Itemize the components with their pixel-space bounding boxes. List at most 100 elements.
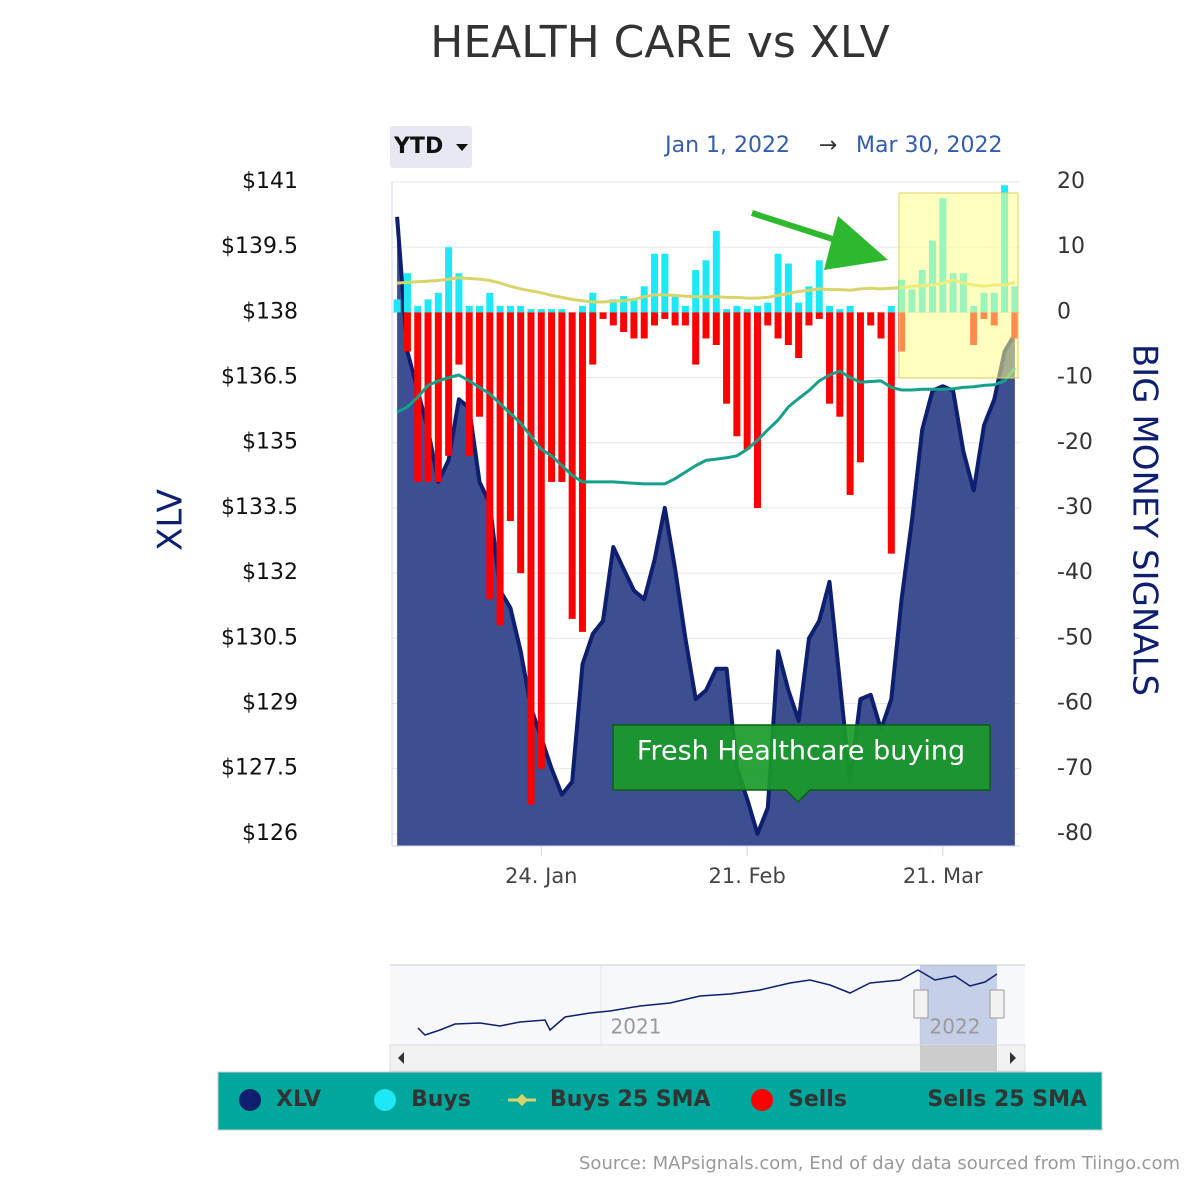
bar <box>537 312 545 769</box>
bar <box>815 260 823 313</box>
bar <box>393 299 401 313</box>
bar <box>537 309 545 313</box>
bar <box>599 312 607 319</box>
bar <box>486 312 494 600</box>
bar <box>651 312 659 326</box>
scrollbar-thumb[interactable] <box>920 1045 997 1071</box>
highlight-box <box>898 192 1019 379</box>
navigator-line <box>417 969 998 1036</box>
bar <box>548 309 556 313</box>
legend-label[interactable]: Buys 25 SMA <box>550 1087 711 1112</box>
bar <box>887 305 895 313</box>
bar <box>517 312 525 574</box>
range-to[interactable]: Mar 30, 2022 <box>856 133 1002 158</box>
y2-tick-label: -80 <box>1057 821 1093 846</box>
y2-tick-label: -40 <box>1057 560 1093 585</box>
bar <box>671 312 679 326</box>
bar <box>784 263 792 313</box>
bar <box>723 309 731 313</box>
y-tick-label: $141 <box>242 169 298 194</box>
y2-tick-label: -30 <box>1057 495 1093 520</box>
bar <box>733 312 741 437</box>
legend-label[interactable]: Buys <box>411 1087 471 1112</box>
legend-label[interactable]: XLV <box>276 1087 321 1112</box>
bar <box>867 312 875 326</box>
y-tick-label: $130.5 <box>221 625 298 650</box>
bar <box>836 309 844 313</box>
legend-label[interactable]: Sells 25 SMA <box>927 1087 1087 1112</box>
y2-tick-label: -20 <box>1057 430 1093 455</box>
bar <box>846 312 854 495</box>
scroll-left[interactable] <box>398 1052 404 1064</box>
bar <box>434 292 442 313</box>
bar <box>651 253 659 313</box>
x-tick-label: 21. Mar <box>903 864 983 888</box>
bar <box>548 312 556 482</box>
bar <box>743 312 751 450</box>
y2-tick-label: 0 <box>1057 299 1071 324</box>
bar <box>414 305 422 313</box>
bar <box>877 312 885 339</box>
y2-tick-label: -60 <box>1057 691 1093 716</box>
bar <box>496 312 504 626</box>
bar <box>589 312 597 365</box>
legend-symbol <box>516 1094 528 1106</box>
bar <box>692 312 700 365</box>
bar <box>753 312 761 509</box>
range-button-label[interactable]: YTD <box>393 134 443 159</box>
bar <box>640 286 648 313</box>
legend: XLV Buys Buys 25 SMA Sells Sells 25 SMA <box>239 1087 1087 1112</box>
navigator-handle[interactable] <box>913 989 929 1019</box>
range-button[interactable] <box>390 126 472 168</box>
bar <box>681 312 689 326</box>
range-from[interactable]: Jan 1, 2022 <box>663 133 790 158</box>
legend-label[interactable]: Sells <box>788 1087 847 1112</box>
y-tick-label: $126 <box>242 821 298 846</box>
y2-tick-label: 10 <box>1057 234 1085 259</box>
bar <box>743 309 751 313</box>
arrow-head <box>824 216 888 270</box>
bar <box>527 309 535 313</box>
y-tick-label: $127.5 <box>221 756 298 781</box>
navigator-handle[interactable] <box>989 989 1005 1019</box>
bar <box>826 312 834 404</box>
bar <box>496 305 504 313</box>
bar <box>455 273 463 313</box>
y2-tick-label: -10 <box>1057 365 1093 390</box>
bar <box>568 312 576 619</box>
legend-symbol <box>751 1089 773 1111</box>
bar <box>630 299 638 313</box>
bar <box>630 312 638 339</box>
bar <box>434 312 442 482</box>
bar <box>671 296 679 313</box>
bar <box>455 312 463 365</box>
bar <box>403 312 411 352</box>
bar <box>764 302 772 313</box>
annotation-text: Fresh Healthcare buying <box>637 736 965 767</box>
y-tick-label: $139.5 <box>221 234 298 259</box>
y-tick-label: $133.5 <box>221 495 298 520</box>
bar <box>476 305 484 313</box>
bar <box>846 305 854 313</box>
scrollbar-track[interactable] <box>389 1044 1026 1072</box>
bar <box>465 312 473 456</box>
y-tick-label: $129 <box>242 690 298 715</box>
bar <box>424 299 432 313</box>
bar <box>506 312 514 522</box>
bar <box>805 312 813 326</box>
navigator: 2021 2022 <box>389 964 1026 1072</box>
y2-tick-label: -70 <box>1057 756 1093 781</box>
x-tick-label: 21. Feb <box>709 864 786 888</box>
bar <box>486 292 494 313</box>
bar <box>702 312 710 339</box>
y-tick-label: $132 <box>242 560 298 585</box>
scroll-right[interactable] <box>1010 1052 1016 1064</box>
bar <box>774 253 782 313</box>
bar <box>692 270 700 313</box>
chart-title: HEALTH CARE vs XLV <box>430 17 889 68</box>
y-tick-label: $138 <box>242 299 298 324</box>
bar <box>836 312 844 417</box>
y-axis-title: XLV <box>151 489 191 551</box>
bar <box>805 286 813 313</box>
bar <box>887 312 895 554</box>
